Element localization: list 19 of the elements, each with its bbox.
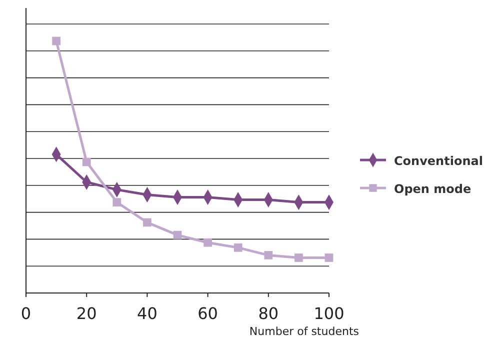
point — [143, 218, 152, 227]
point — [234, 243, 242, 252]
point — [294, 254, 303, 262]
x-tick-label: 60 — [198, 304, 218, 323]
x-tick-label: 80 — [258, 304, 279, 323]
point — [173, 230, 182, 240]
legend-label: Conventional — [394, 154, 483, 168]
x-tick-label: 20 — [76, 304, 97, 323]
point — [204, 238, 212, 247]
x-axis-title: Number of students — [249, 325, 360, 338]
point — [324, 254, 334, 262]
x-tick-label: 100 — [314, 304, 344, 323]
point — [112, 198, 122, 206]
x-tick-label: 40 — [137, 304, 158, 323]
x-tick-label: 0 — [20, 304, 32, 323]
point — [264, 251, 273, 260]
legend-label: Open mode — [394, 182, 472, 196]
point — [82, 158, 91, 166]
point — [52, 36, 60, 46]
